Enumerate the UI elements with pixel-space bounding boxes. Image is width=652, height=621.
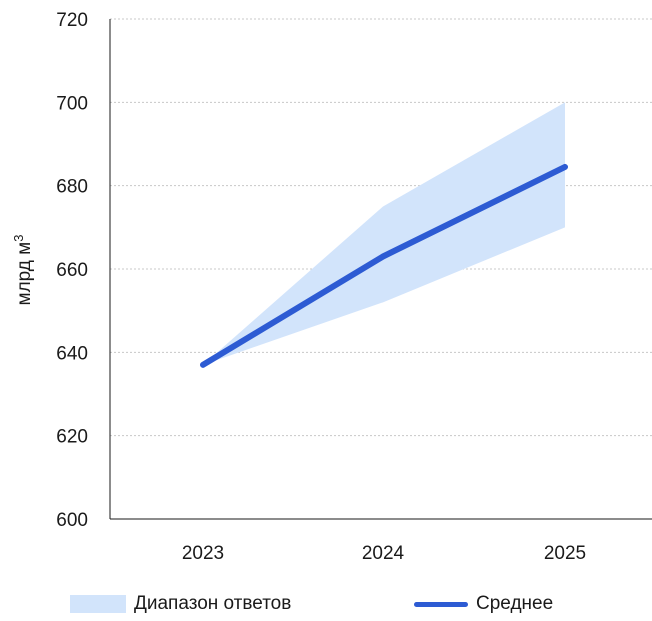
chart: 600 620 640 660 680 700 720 2023 2024 2025 млрд … — [11, 10, 652, 564]
legend-swatch-band — [70, 595, 126, 613]
legend-label-band: Диапазон ответов — [134, 593, 292, 614]
y-tick-label: 680 — [56, 177, 88, 198]
x-tick-label: 2025 — [544, 543, 586, 564]
y-tick-label: 660 — [56, 260, 88, 281]
legend-item-band: Диапазон ответов — [70, 593, 291, 615]
legend: Диапазон ответов Среднее — [0, 593, 652, 621]
y-tick-label: 640 — [56, 343, 88, 364]
x-tick-labels: 2023 2024 2025 — [182, 543, 586, 564]
y-axis-title-superscript: 3 — [11, 235, 26, 242]
y-axis-title: млрд м3 — [11, 235, 36, 306]
x-tick-label: 2023 — [182, 543, 224, 564]
x-tick-label: 2024 — [362, 543, 405, 564]
legend-label-mean: Среднее — [476, 593, 554, 614]
legend-item-mean: Среднее — [414, 593, 553, 615]
y-tick-label: 700 — [56, 93, 88, 114]
series-line-mean — [200, 163, 568, 368]
y-tick-label: 720 — [56, 10, 88, 31]
y-tick-label: 600 — [56, 510, 88, 531]
y-tick-labels: 600 620 640 660 680 700 720 — [56, 10, 88, 531]
legend-swatch-line — [414, 601, 468, 607]
y-tick-label: 620 — [56, 427, 88, 448]
range-band — [203, 102, 565, 365]
